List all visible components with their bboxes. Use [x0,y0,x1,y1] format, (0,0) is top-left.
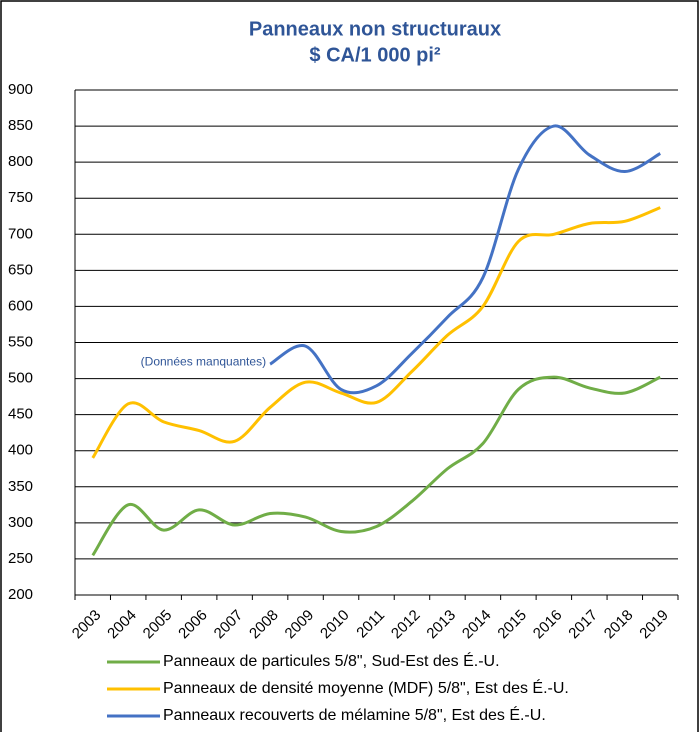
x-tick-label: 2014 [459,607,495,643]
y-tick-label: 600 [8,297,33,314]
x-tick-label: 2003 [69,607,105,643]
y-tick-label: 350 [8,478,33,495]
series-line [269,124,662,395]
y-tick-label: 700 [8,225,33,242]
x-tick-label: 2005 [140,607,176,643]
x-tick-label: 2008 [246,607,282,643]
x-tick-label: 2019 [636,607,672,643]
y-tick-label: 850 [8,117,33,134]
y-tick-label: 300 [8,514,33,531]
y-tick-label: 450 [8,406,33,423]
chart-title: Panneaux non structuraux [249,18,501,40]
x-tick-label: 2010 [317,607,353,643]
legend-label: Panneaux de particules 5/8", Sud-Est des… [163,651,500,670]
x-tick-label: 2009 [282,607,318,643]
x-tick-label: 2011 [353,607,388,642]
series-line [91,206,661,459]
legend-label: Panneaux de densité moyenne (MDF) 5/8", … [163,678,569,697]
series-line [91,375,661,557]
x-tick-label: 2017 [565,607,601,643]
x-tick-label: 2016 [530,607,566,643]
x-tick-label: 2012 [388,607,424,643]
x-tick-label: 2013 [423,607,459,643]
y-tick-label: 900 [8,81,33,98]
y-tick-label: 200 [8,586,33,603]
y-tick-label: 500 [8,370,33,387]
chart-subtitle: $ CA/1 000 pi² [309,44,441,66]
y-tick-label: 550 [8,333,33,350]
x-tick-label: 2004 [104,607,140,643]
y-tick-label: 250 [8,550,33,567]
x-tick-label: 2018 [601,607,637,643]
y-tick-label: 650 [8,261,33,278]
x-tick-label: 2007 [211,607,247,643]
y-tick-label: 800 [8,153,33,170]
annotation: (Données manquantes) [141,354,266,368]
legend-label: Panneaux recouverts de mélamine 5/8", Es… [163,705,546,724]
x-tick-label: 2015 [494,607,530,643]
y-tick-label: 400 [8,442,33,459]
y-tick-label: 750 [8,189,33,206]
x-tick-label: 2006 [175,607,211,643]
